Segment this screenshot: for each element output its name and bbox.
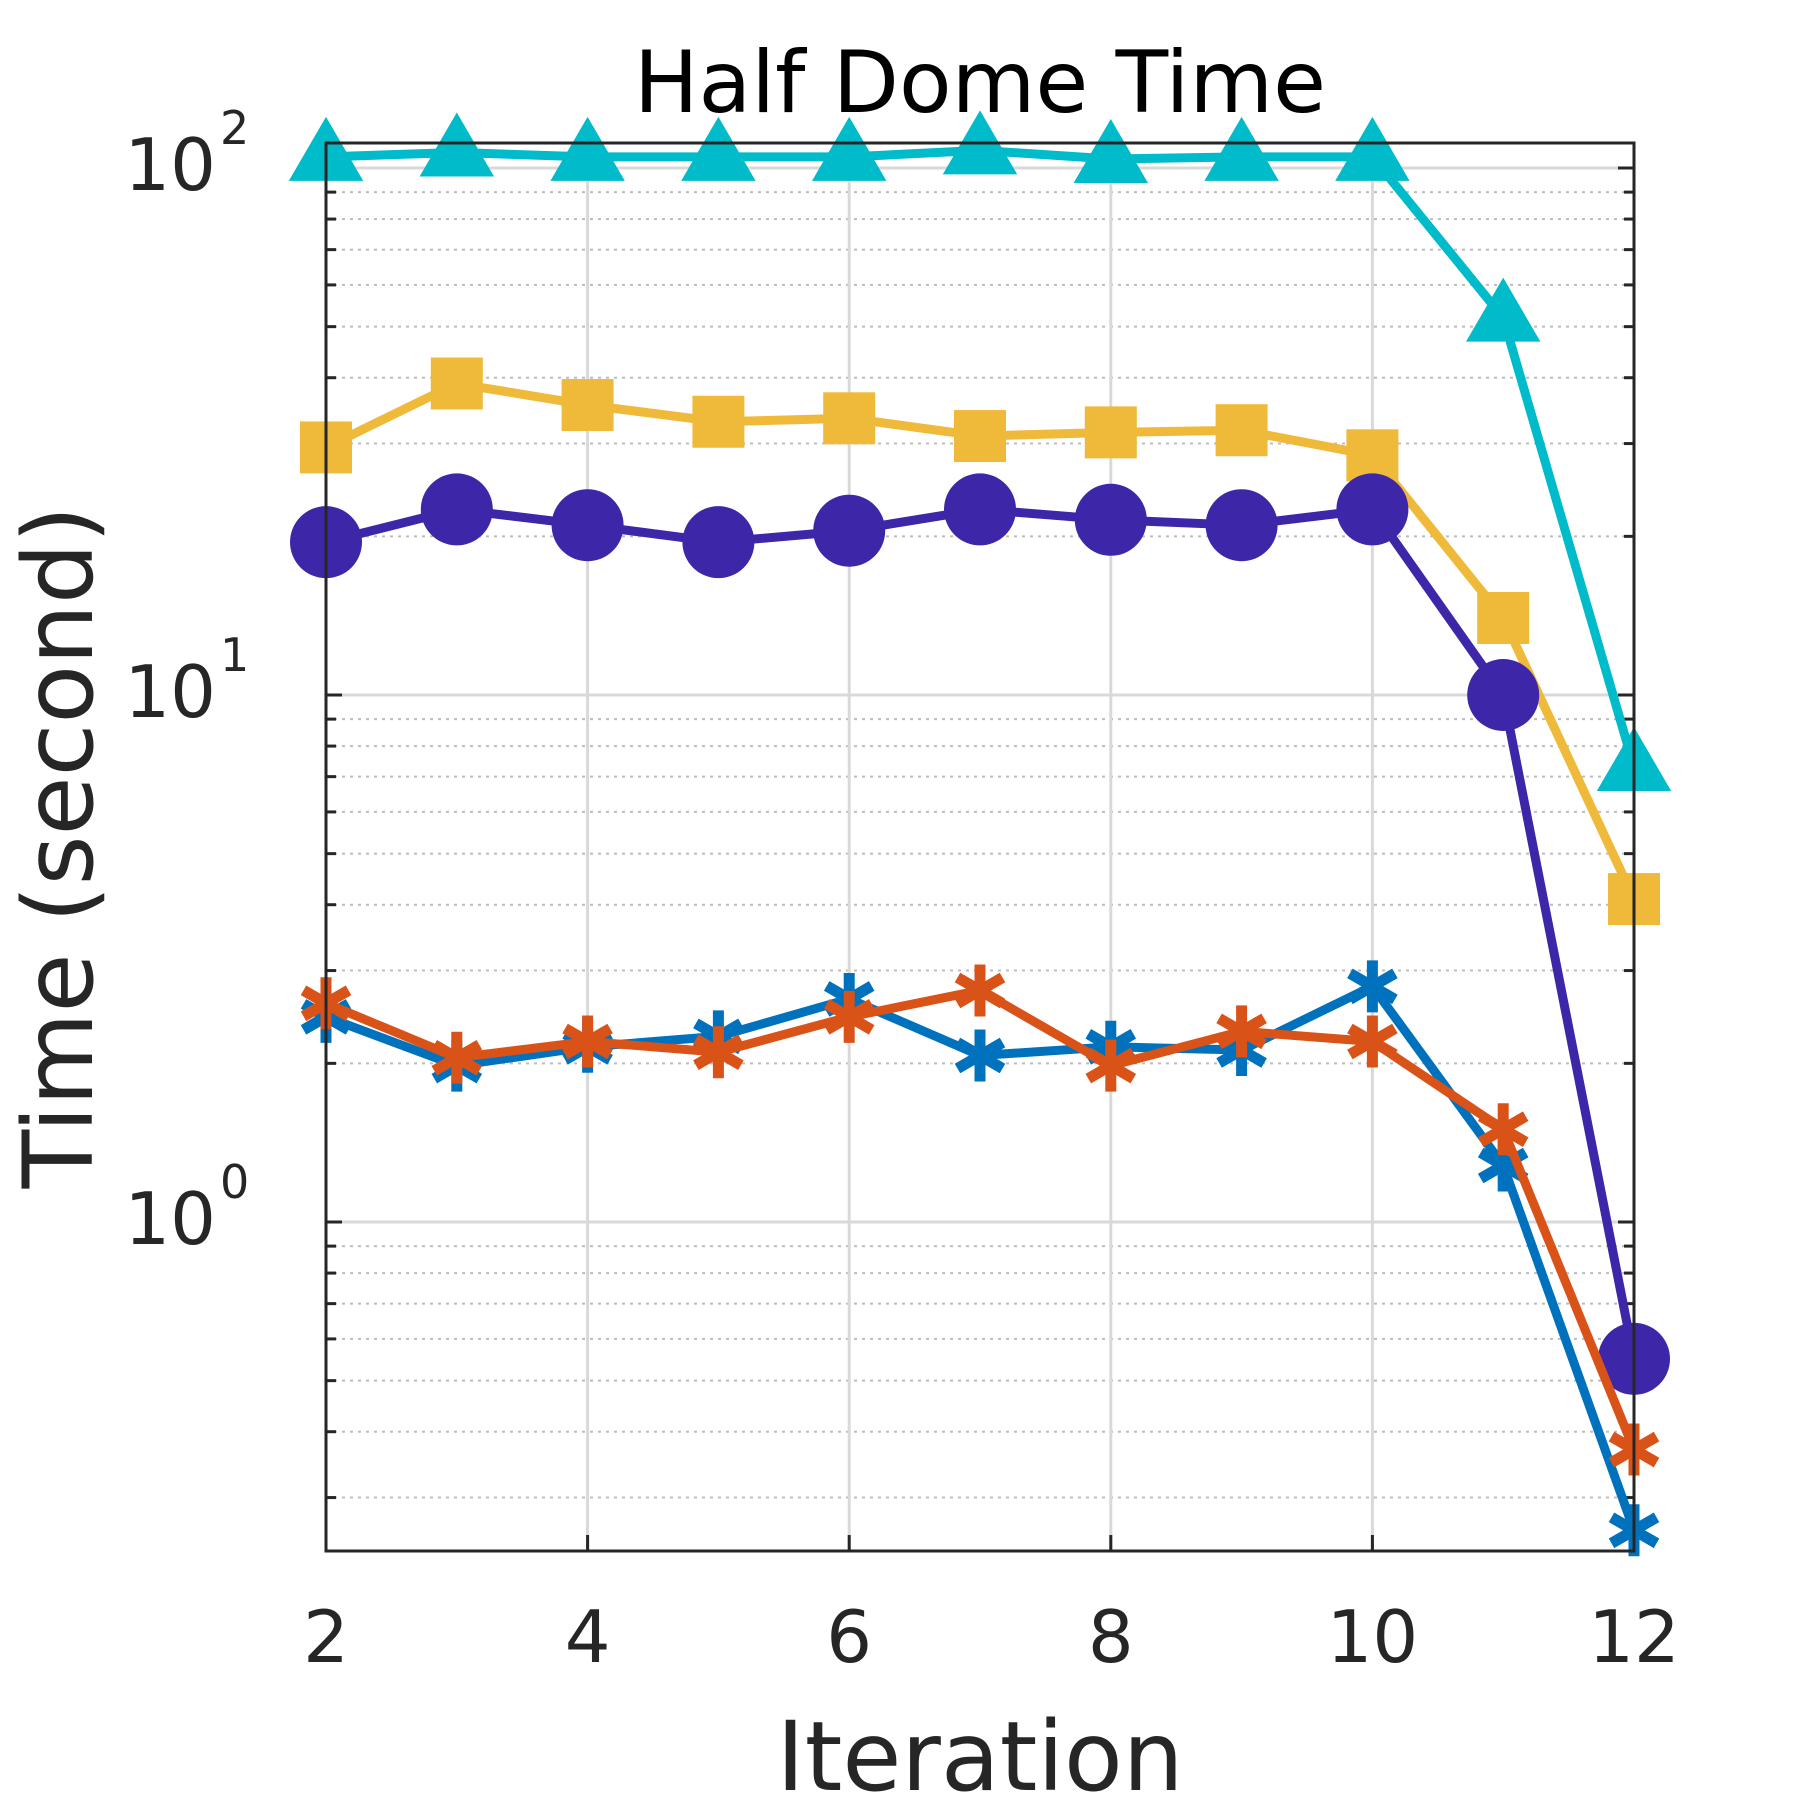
triangle-marker <box>1073 119 1148 184</box>
asterisk-stroke <box>954 1037 1006 1074</box>
asterisk-marker <box>1477 1103 1529 1156</box>
circle-marker <box>813 494 886 567</box>
asterisk-stroke <box>431 1039 483 1076</box>
square-marker <box>954 410 1006 463</box>
triangle-marker <box>1335 116 1410 181</box>
circle-marker <box>1074 483 1147 556</box>
asterisk-marker <box>1347 1015 1398 1068</box>
x-tick-label: 10 <box>1327 1595 1419 1679</box>
y-tick-label: 10 <box>124 1177 216 1261</box>
triangle-marker <box>1204 116 1279 181</box>
circle-marker <box>420 473 493 546</box>
asterisk-stroke <box>562 1023 613 1060</box>
triangle-marker <box>812 116 887 181</box>
circle-marker <box>1467 659 1540 731</box>
triangle-marker <box>1466 277 1541 342</box>
chart-title: Half Dome Time <box>634 33 1326 133</box>
circle-marker <box>551 489 624 562</box>
circle-marker <box>1336 473 1409 546</box>
triangle-marker <box>550 116 625 181</box>
y-tick-exponent: 0 <box>220 1155 249 1209</box>
series-group <box>288 110 1672 1557</box>
asterisk-stroke <box>954 972 1006 1009</box>
square-marker <box>430 357 483 410</box>
square-marker <box>692 395 745 448</box>
circle-marker <box>944 473 1016 546</box>
asterisk-stroke <box>1085 1047 1137 1084</box>
x-tick-label: 2 <box>303 1595 349 1679</box>
asterisk-marker <box>1347 960 1398 1013</box>
x-tick-label: 8 <box>1088 1595 1134 1679</box>
asterisk-marker <box>1216 1005 1267 1058</box>
asterisk-marker <box>1085 1039 1137 1092</box>
asterisk-marker <box>954 964 1006 1017</box>
series-1 <box>288 110 1672 792</box>
triangle-marker <box>419 112 494 177</box>
plot-area <box>326 143 1634 1551</box>
asterisk-marker <box>431 1031 483 1084</box>
square-marker <box>1084 406 1137 459</box>
y-tick-label: 10 <box>124 123 216 207</box>
tick-labels: 10 010 110 22 4 6 8 10 12 <box>124 101 1679 1679</box>
square-marker <box>823 392 876 445</box>
x-tick-label: 4 <box>565 1595 611 1679</box>
series-2 <box>300 357 1660 926</box>
asterisk-stroke <box>823 999 875 1035</box>
square-marker <box>561 379 614 432</box>
circle-marker <box>682 506 755 579</box>
triangle-marker <box>681 116 756 181</box>
x-tick-label: 12 <box>1588 1595 1680 1679</box>
asterisk-stroke <box>1347 968 1398 1005</box>
asterisk-stroke <box>1216 1013 1267 1050</box>
x-tick-label: 6 <box>826 1595 872 1679</box>
asterisk-marker <box>693 1026 744 1079</box>
asterisk-stroke <box>693 1034 744 1070</box>
y-axis-label: Time (second) <box>3 506 115 1190</box>
circle-marker <box>1205 489 1278 562</box>
square-marker <box>1477 591 1530 644</box>
series-5 <box>300 964 1660 1476</box>
square-marker <box>1346 429 1399 482</box>
asterisk-marker <box>954 1029 1006 1082</box>
square-marker <box>1215 404 1268 457</box>
asterisk-marker <box>823 990 875 1043</box>
y-tick-label: 10 <box>124 650 216 734</box>
asterisk-marker <box>562 1015 613 1068</box>
y-tick-exponent: 2 <box>220 101 249 155</box>
plot-frame <box>324 141 1636 1553</box>
x-axis-label: Iteration <box>776 1701 1183 1800</box>
asterisk-stroke <box>1347 1023 1398 1060</box>
asterisk-stroke <box>1477 1111 1529 1147</box>
y-tick-exponent: 1 <box>220 628 249 682</box>
